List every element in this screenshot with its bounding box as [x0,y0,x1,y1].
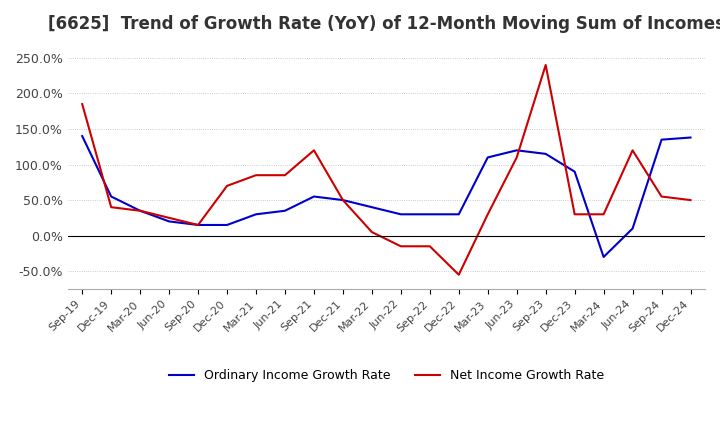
Net Income Growth Rate [281,172,289,178]
Ordinary Income Growth Rate [78,133,86,139]
Ordinary Income Growth Rate [657,137,666,142]
Ordinary Income Growth Rate [338,198,347,203]
Ordinary Income Growth Rate [570,169,579,174]
Net Income Growth Rate [541,62,550,68]
Ordinary Income Growth Rate [454,212,463,217]
Net Income Growth Rate [107,205,115,210]
Line: Ordinary Income Growth Rate: Ordinary Income Growth Rate [82,136,690,257]
Net Income Growth Rate [78,102,86,107]
Ordinary Income Growth Rate [368,205,377,210]
Ordinary Income Growth Rate [629,226,637,231]
Net Income Growth Rate [338,198,347,203]
Legend: Ordinary Income Growth Rate, Net Income Growth Rate: Ordinary Income Growth Rate, Net Income … [163,364,609,387]
Ordinary Income Growth Rate [310,194,318,199]
Net Income Growth Rate [136,208,145,213]
Ordinary Income Growth Rate [397,212,405,217]
Net Income Growth Rate [483,212,492,217]
Net Income Growth Rate [570,212,579,217]
Net Income Growth Rate [686,198,695,203]
Title: [6625]  Trend of Growth Rate (YoY) of 12-Month Moving Sum of Incomes: [6625] Trend of Growth Rate (YoY) of 12-… [48,15,720,33]
Line: Net Income Growth Rate: Net Income Growth Rate [82,65,690,275]
Net Income Growth Rate [165,215,174,220]
Net Income Growth Rate [513,155,521,160]
Ordinary Income Growth Rate [194,222,202,227]
Net Income Growth Rate [252,172,261,178]
Ordinary Income Growth Rate [599,254,608,260]
Ordinary Income Growth Rate [541,151,550,157]
Net Income Growth Rate [222,183,231,188]
Ordinary Income Growth Rate [686,135,695,140]
Ordinary Income Growth Rate [252,212,261,217]
Net Income Growth Rate [454,272,463,277]
Ordinary Income Growth Rate [513,148,521,153]
Ordinary Income Growth Rate [426,212,434,217]
Net Income Growth Rate [397,244,405,249]
Net Income Growth Rate [194,222,202,227]
Net Income Growth Rate [599,212,608,217]
Net Income Growth Rate [310,148,318,153]
Net Income Growth Rate [426,244,434,249]
Ordinary Income Growth Rate [483,155,492,160]
Ordinary Income Growth Rate [281,208,289,213]
Ordinary Income Growth Rate [136,208,145,213]
Ordinary Income Growth Rate [107,194,115,199]
Ordinary Income Growth Rate [165,219,174,224]
Net Income Growth Rate [657,194,666,199]
Net Income Growth Rate [368,229,377,235]
Ordinary Income Growth Rate [222,222,231,227]
Net Income Growth Rate [629,148,637,153]
